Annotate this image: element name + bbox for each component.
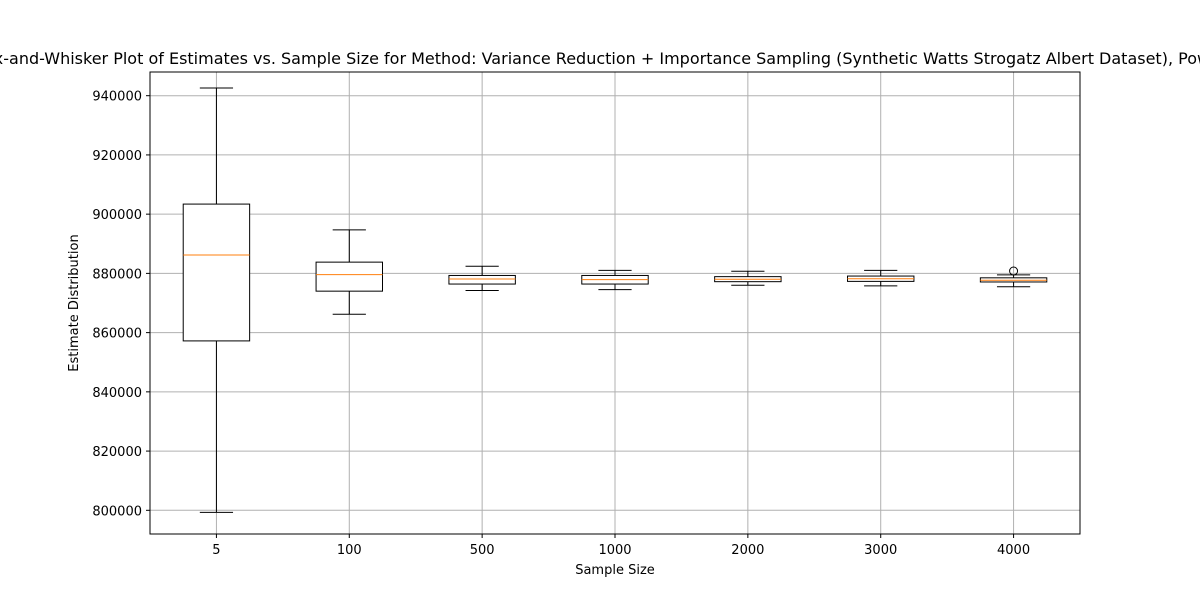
y-tick-label: 880000: [92, 267, 142, 282]
y-tick-label: 840000: [92, 386, 142, 401]
x-tick-label: 100: [337, 543, 362, 558]
box-5: [182, 87, 251, 513]
grid-layer: [150, 72, 1080, 534]
x-tick-label: 2000: [731, 543, 764, 558]
x-tick-label: 500: [470, 543, 495, 558]
chart-title: Box-and-Whisker Plot of Estimates vs. Sa…: [0, 49, 1200, 68]
box-iqr: [315, 261, 384, 292]
x-tick-label: 1000: [598, 543, 631, 558]
y-tick-label: 860000: [92, 327, 142, 342]
x-tick-label: 3000: [864, 543, 897, 558]
box-iqr: [182, 203, 251, 342]
box-2000: [714, 270, 782, 286]
box-iqr: [448, 274, 516, 285]
x-tick-label: 5: [212, 543, 220, 558]
tick-layer: 800000 820000 840000 860000 880000 900000 9200…: [92, 90, 1030, 558]
box-500: [448, 265, 516, 292]
outlier-point: [1009, 266, 1019, 276]
y-tick-label: 800000: [92, 504, 142, 519]
x-tick-label: 4000: [997, 543, 1030, 558]
box-4000: [979, 266, 1048, 288]
box-100: [315, 229, 384, 315]
y-tick-label: 900000: [92, 208, 142, 223]
y-tick-label: 820000: [92, 445, 142, 460]
y-axis-label: Estimate Distribution: [67, 234, 82, 371]
y-tick-label: 940000: [92, 90, 142, 105]
x-axis-label: Sample Size: [575, 563, 655, 578]
box-layer: [182, 87, 1048, 513]
box-1000: [581, 269, 649, 291]
y-tick-label: 920000: [92, 149, 142, 164]
box-3000: [847, 269, 915, 287]
